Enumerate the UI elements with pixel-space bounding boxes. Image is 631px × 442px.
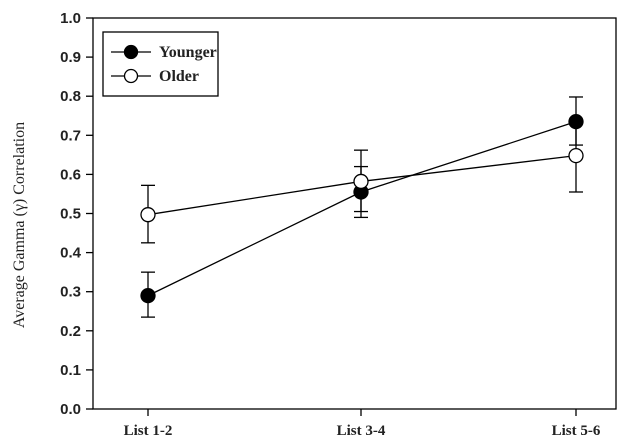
y-tick-label: 0.5 [60, 206, 81, 223]
legend: Younger Older [102, 31, 219, 97]
legend-marker [123, 68, 139, 84]
legend-item-older: Older [111, 68, 199, 85]
y-tick-label: 1.0 [60, 10, 81, 27]
y-tick-label: 0.0 [60, 401, 81, 418]
y-tick-label: 0.2 [60, 323, 81, 340]
y-axis-title: Average Gamma (γ) Correlation [11, 122, 28, 328]
data-point [140, 207, 156, 223]
y-tick-label: 0.3 [60, 284, 81, 301]
y-tick-label: 0.7 [60, 127, 81, 144]
data-point [353, 173, 369, 190]
y-tick-label: 0.4 [60, 245, 82, 262]
data-point [140, 287, 156, 304]
legend-item-younger: Younger [111, 44, 217, 61]
y-tick-label: 0.1 [60, 362, 81, 379]
x-tick-label: List 1-2 [124, 423, 173, 439]
y-axis-ticks: 0.0 0.1 0.2 0.3 0.4 0.5 0.6 0.7 0.8 0.9 1.0 [60, 10, 93, 418]
x-axis-ticks: List 1-2 List 3-4 List 5-6 [124, 409, 601, 439]
legend-box [102, 31, 219, 97]
series-older [140, 119, 584, 244]
legend-label: Older [159, 68, 199, 85]
series-line [147, 120, 577, 297]
legend-marker [123, 44, 139, 60]
y-tick-label: 0.6 [60, 166, 81, 183]
x-tick-label: List 3-4 [337, 423, 386, 439]
x-tick-label: List 5-6 [552, 423, 601, 439]
series-younger [140, 96, 584, 318]
data-point [568, 147, 584, 164]
legend-label: Younger [159, 44, 217, 61]
y-tick-label: 0.8 [60, 88, 81, 105]
series-layer [140, 96, 584, 318]
y-tick-label: 0.9 [60, 49, 81, 66]
